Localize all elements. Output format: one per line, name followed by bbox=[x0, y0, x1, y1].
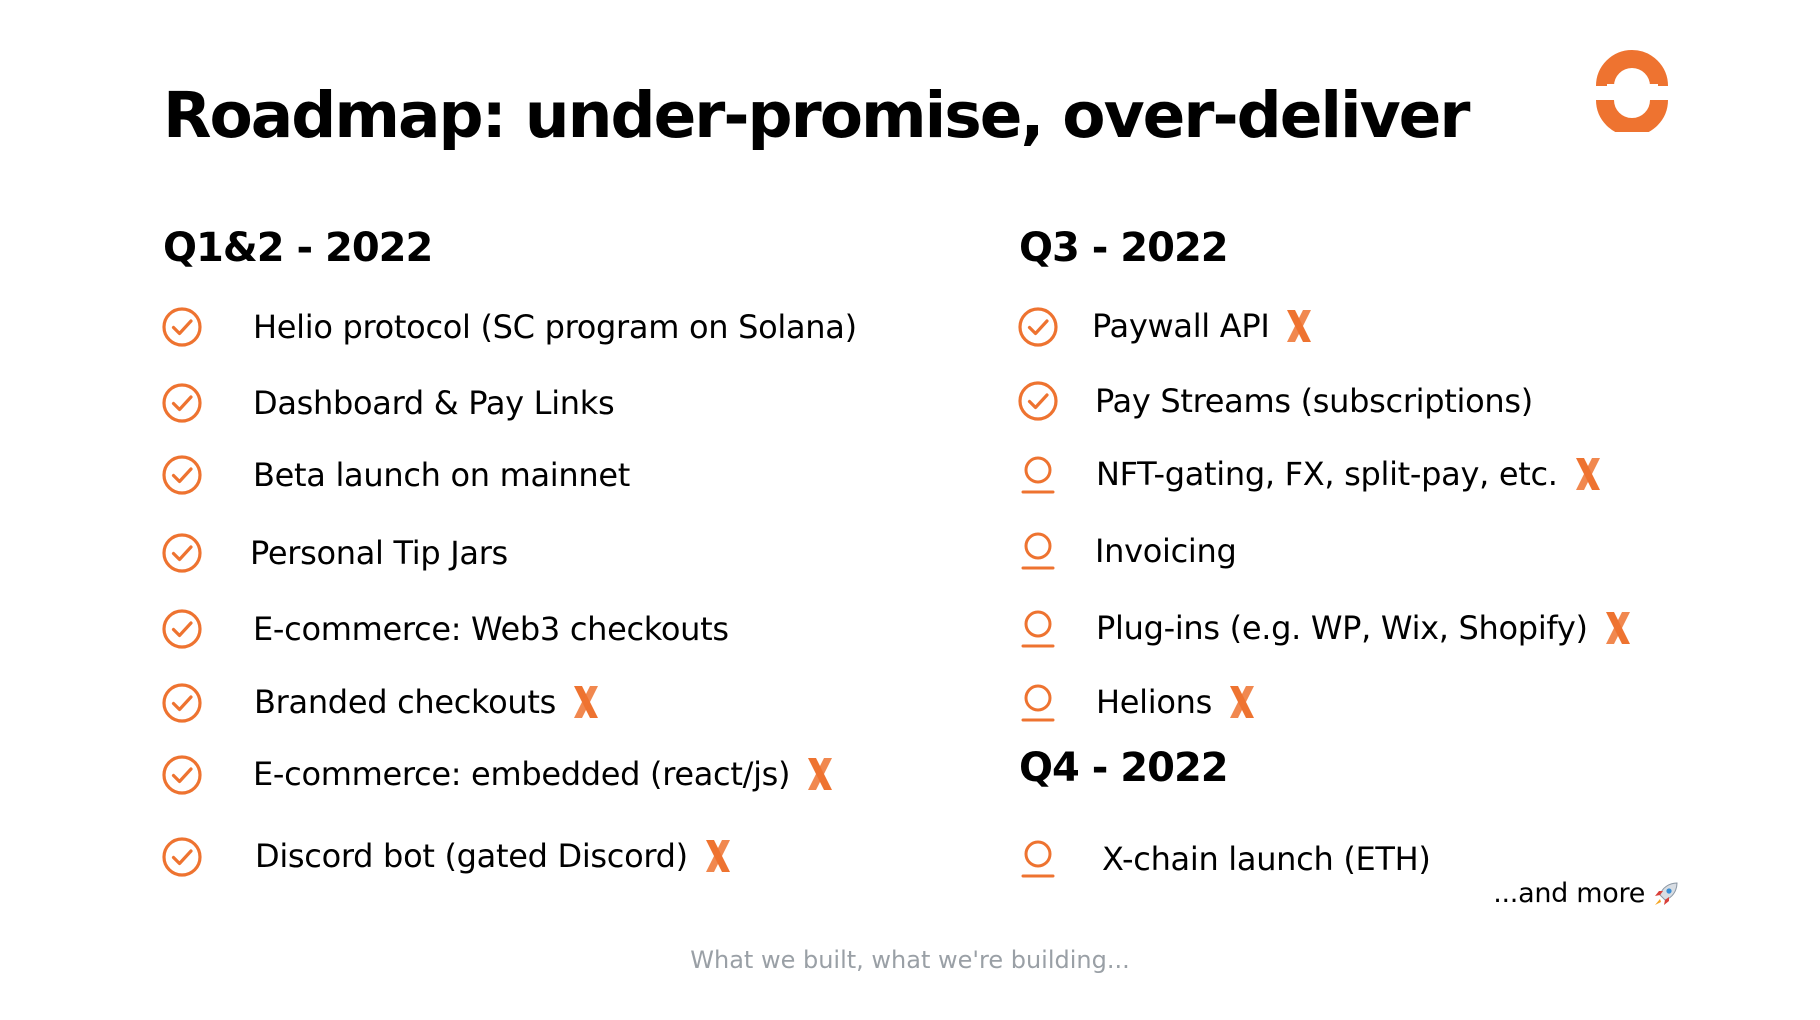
helio-logo-icon bbox=[1596, 50, 1668, 132]
roadmap-item-label: X-chain launch (ETH) bbox=[1102, 840, 1431, 878]
slide-title: Roadmap: under-promise, over-deliver bbox=[163, 79, 1470, 152]
roadmap-item-label: Beta launch on mainnet bbox=[253, 456, 630, 494]
check-circle-icon bbox=[161, 532, 203, 574]
more-note: ...and more bbox=[1493, 878, 1681, 909]
person-outline-icon bbox=[1017, 454, 1059, 496]
x-mark-icon bbox=[1604, 610, 1632, 646]
person-outline-icon bbox=[1017, 838, 1059, 880]
roadmap-item-label: E-commerce: Web3 checkouts bbox=[253, 610, 729, 648]
person-outline-icon bbox=[1017, 682, 1059, 724]
x-mark-icon bbox=[572, 684, 600, 720]
roadmap-item-label: Invoicing bbox=[1095, 532, 1237, 570]
roadmap-item-label: Discord bot (gated Discord) bbox=[255, 837, 688, 875]
roadmap-item-label: Helions bbox=[1096, 683, 1212, 721]
roadmap-item-label: Pay Streams (subscriptions) bbox=[1095, 382, 1533, 420]
roadmap-item-label: Dashboard & Pay Links bbox=[253, 384, 615, 422]
x-mark-icon bbox=[704, 838, 732, 874]
check-circle-icon bbox=[161, 754, 203, 796]
check-circle-icon bbox=[161, 682, 203, 724]
roadmap-item-label: Helio protocol (SC program on Solana) bbox=[253, 308, 857, 346]
roadmap-item-label: Personal Tip Jars bbox=[250, 534, 508, 572]
check-circle-icon bbox=[1017, 380, 1059, 422]
check-circle-icon bbox=[161, 608, 203, 650]
rocket-icon bbox=[1655, 881, 1678, 905]
roadmap-item-label: NFT-gating, FX, split-pay, etc. bbox=[1096, 455, 1558, 493]
person-outline-icon bbox=[1017, 608, 1059, 650]
more-note-text: ...and more bbox=[1493, 878, 1645, 909]
check-circle-icon bbox=[161, 454, 203, 496]
person-outline-icon bbox=[1017, 530, 1059, 572]
check-circle-icon bbox=[161, 382, 203, 424]
section-heading-q1q2: Q1&2 - 2022 bbox=[163, 225, 433, 271]
section-heading-q3: Q3 - 2022 bbox=[1019, 225, 1229, 271]
roadmap-item-label: E-commerce: embedded (react/js) bbox=[253, 755, 791, 793]
x-mark-icon bbox=[806, 756, 834, 792]
section-heading-q4: Q4 - 2022 bbox=[1019, 745, 1229, 791]
x-mark-icon bbox=[1285, 308, 1313, 344]
x-mark-icon bbox=[1228, 684, 1256, 720]
check-circle-icon bbox=[1017, 306, 1059, 348]
footer-note: What we built, what we're building... bbox=[690, 946, 1130, 974]
check-circle-icon bbox=[161, 306, 203, 348]
roadmap-item-label: Plug-ins (e.g. WP, Wix, Shopify) bbox=[1096, 609, 1588, 647]
x-mark-icon bbox=[1574, 456, 1602, 492]
roadmap-item-label: Branded checkouts bbox=[254, 683, 557, 721]
roadmap-item-label: Paywall API bbox=[1092, 307, 1270, 345]
check-circle-icon bbox=[161, 836, 203, 878]
